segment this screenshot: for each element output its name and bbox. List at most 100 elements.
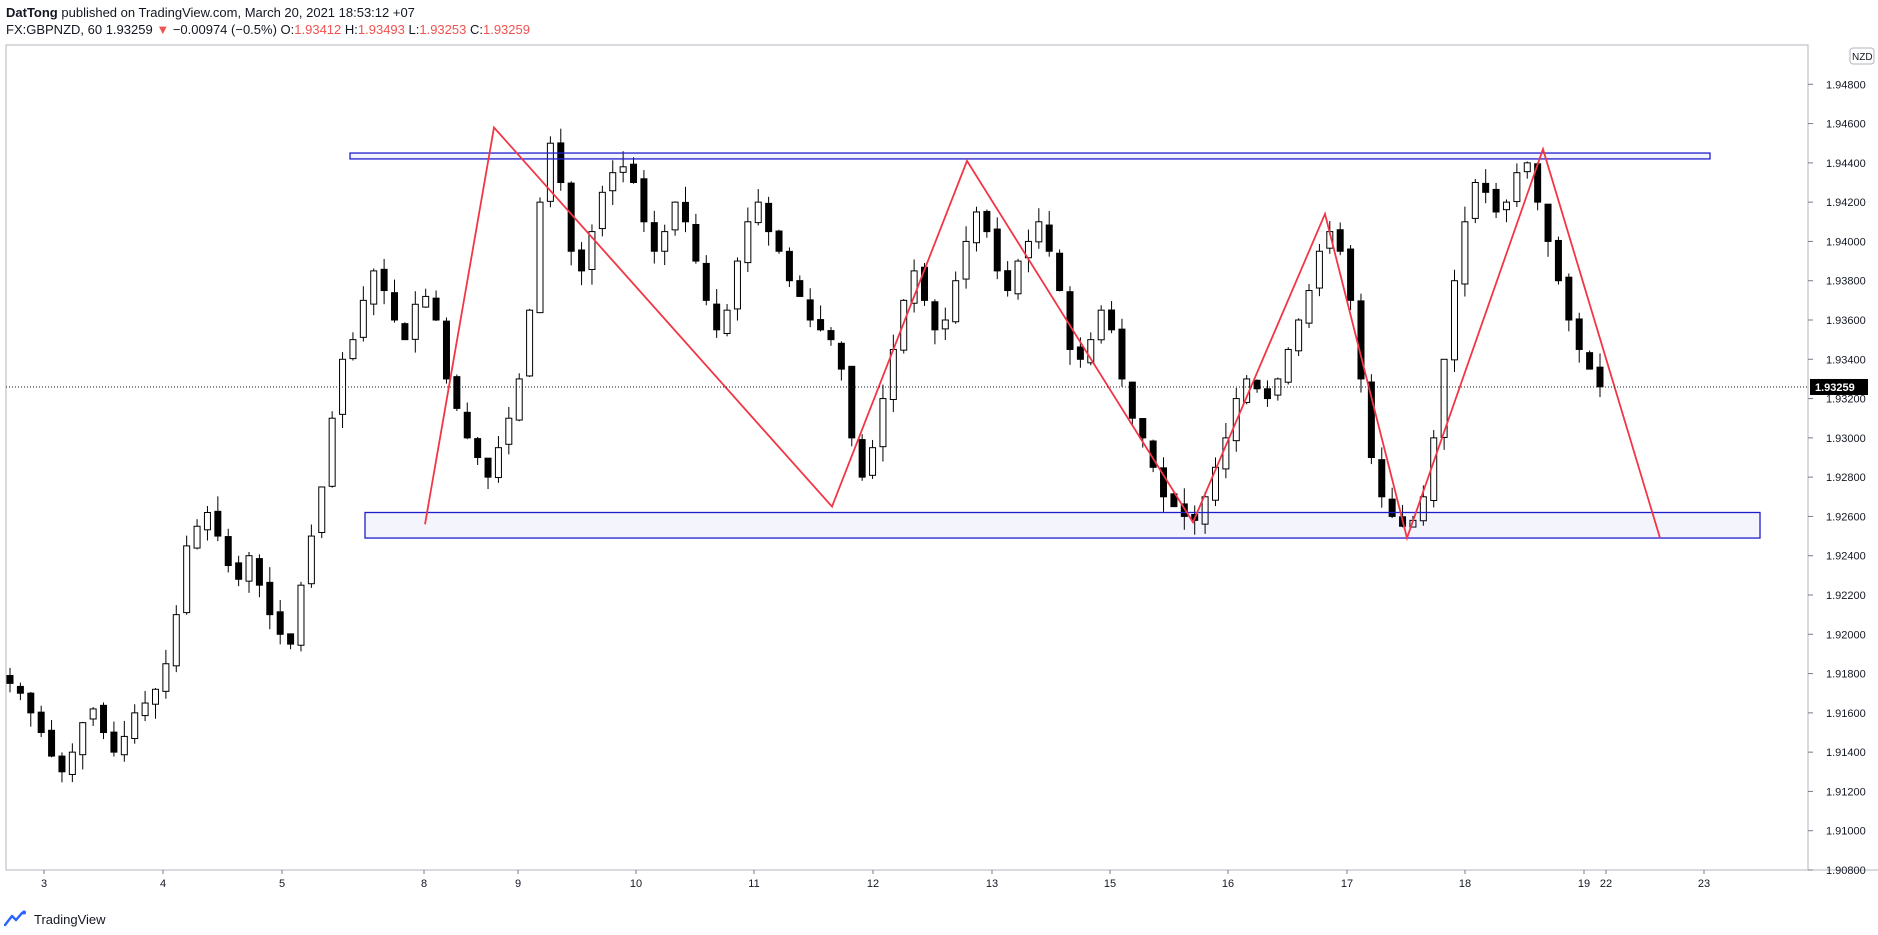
- candle-body: [214, 510, 222, 537]
- candle-body: [702, 262, 710, 301]
- publish-line: DatTong published on TradingView.com, Ma…: [6, 4, 530, 21]
- candle-body: [557, 142, 565, 183]
- candle-body: [941, 319, 949, 330]
- candle-body: [1554, 239, 1562, 282]
- candle-body: [1045, 224, 1053, 252]
- candle-body: [411, 303, 419, 340]
- candle-body: [89, 708, 97, 720]
- author-name[interactable]: DatTong: [6, 5, 58, 20]
- y-tick-label: 1.90800: [1826, 865, 1866, 877]
- candle-body: [432, 297, 440, 321]
- y-tick-label: 1.92200: [1826, 590, 1866, 602]
- candle-body: [921, 266, 929, 301]
- footer: TradingView: [4, 908, 106, 930]
- candle-body: [723, 309, 731, 334]
- x-tick-label: 5: [279, 878, 285, 890]
- candle-body: [692, 224, 700, 262]
- y-tick-label: 1.91600: [1826, 708, 1866, 720]
- candle-body: [1451, 280, 1459, 361]
- x-tick-label: 9: [515, 878, 521, 890]
- y-tick-label: 1.93200: [1826, 394, 1866, 406]
- candle-body: [162, 663, 170, 692]
- candle-body: [453, 376, 461, 409]
- candle-body: [681, 201, 689, 223]
- candle-body: [380, 268, 388, 292]
- candle-body: [141, 702, 149, 717]
- x-tick-label: 22: [1600, 878, 1612, 890]
- candle-body: [370, 270, 378, 305]
- close-value: 1.93259: [482, 22, 530, 37]
- candle-body: [1596, 366, 1604, 388]
- candle-body: [266, 581, 274, 616]
- y-tick-label: 1.91400: [1826, 747, 1866, 759]
- y-tick-label: 1.91000: [1826, 826, 1866, 838]
- candle-body: [276, 611, 284, 635]
- symbol-label[interactable]: FX:GBPNZD, 60: [6, 22, 103, 37]
- candle-body: [120, 735, 128, 756]
- candle-body: [817, 319, 825, 331]
- last-price: 1.93259: [105, 22, 153, 37]
- symbol-line: FX:GBPNZD, 60 1.93259 ▼ −0.00974 (−0.5%)…: [6, 21, 530, 38]
- footer-brand[interactable]: TradingView: [34, 911, 106, 927]
- candle-body: [172, 614, 180, 667]
- open-value: 1.93412: [294, 22, 342, 37]
- currency-label: NZD: [1852, 52, 1873, 63]
- y-tick-label: 1.91200: [1826, 786, 1866, 798]
- candle-body: [1544, 203, 1552, 242]
- y-tick-label: 1.93400: [1826, 354, 1866, 366]
- candle-body: [494, 447, 502, 479]
- candle-body: [837, 342, 845, 370]
- candle-body: [484, 457, 492, 478]
- candle-body: [1305, 290, 1313, 324]
- x-tick-label: 23: [1698, 878, 1710, 890]
- y-tick-label: 1.94000: [1826, 236, 1866, 248]
- candle-body: [796, 280, 804, 297]
- candle-body: [1492, 188, 1500, 213]
- candle-body: [609, 172, 617, 192]
- candle-body: [287, 633, 295, 645]
- high-label: H:: [344, 22, 358, 37]
- candle-body: [630, 163, 638, 184]
- candle-body: [765, 202, 773, 233]
- candle-body: [100, 704, 108, 734]
- x-tick-label: 11: [748, 878, 759, 890]
- candle-body: [754, 201, 762, 224]
- candle-body: [1128, 381, 1136, 419]
- y-tick-label: 1.94400: [1826, 158, 1866, 170]
- candle-body: [318, 486, 326, 533]
- candle-body: [1097, 309, 1105, 341]
- candle-body: [1274, 378, 1282, 396]
- candle-body: [515, 378, 523, 421]
- tradingview-logo-icon: [4, 910, 26, 927]
- candle-body: [1035, 221, 1043, 243]
- candle-body: [1160, 467, 1168, 498]
- candle-body: [931, 301, 939, 331]
- candle-body: [401, 323, 409, 341]
- candle-body: [110, 731, 118, 753]
- candle-body: [224, 536, 232, 567]
- high-value: 1.93493: [357, 22, 405, 37]
- candle-body: [785, 250, 793, 282]
- x-tick-label: 17: [1341, 878, 1353, 890]
- candle-body: [588, 231, 596, 270]
- candle-body: [1378, 459, 1386, 498]
- candle-body: [578, 249, 586, 272]
- currency-badge: [1849, 47, 1875, 65]
- candle-body: [1347, 248, 1355, 301]
- publish-info: published on TradingView.com, March 20, …: [61, 5, 415, 20]
- resistance-zone: [349, 152, 1711, 160]
- candle-body: [307, 535, 315, 585]
- candle-body: [1523, 162, 1531, 173]
- x-tick-label: 19: [1578, 878, 1590, 890]
- candle-body: [775, 230, 783, 252]
- candle-body: [1108, 309, 1116, 331]
- chart-header: DatTong published on TradingView.com, Ma…: [6, 4, 530, 38]
- candle-body: [619, 166, 627, 173]
- candle-body: [1295, 319, 1303, 352]
- candle-body: [1170, 493, 1178, 508]
- candle-body: [1284, 348, 1292, 383]
- x-tick-label: 13: [986, 878, 998, 890]
- x-tick-label: 18: [1459, 878, 1471, 890]
- candle-body: [993, 228, 1001, 272]
